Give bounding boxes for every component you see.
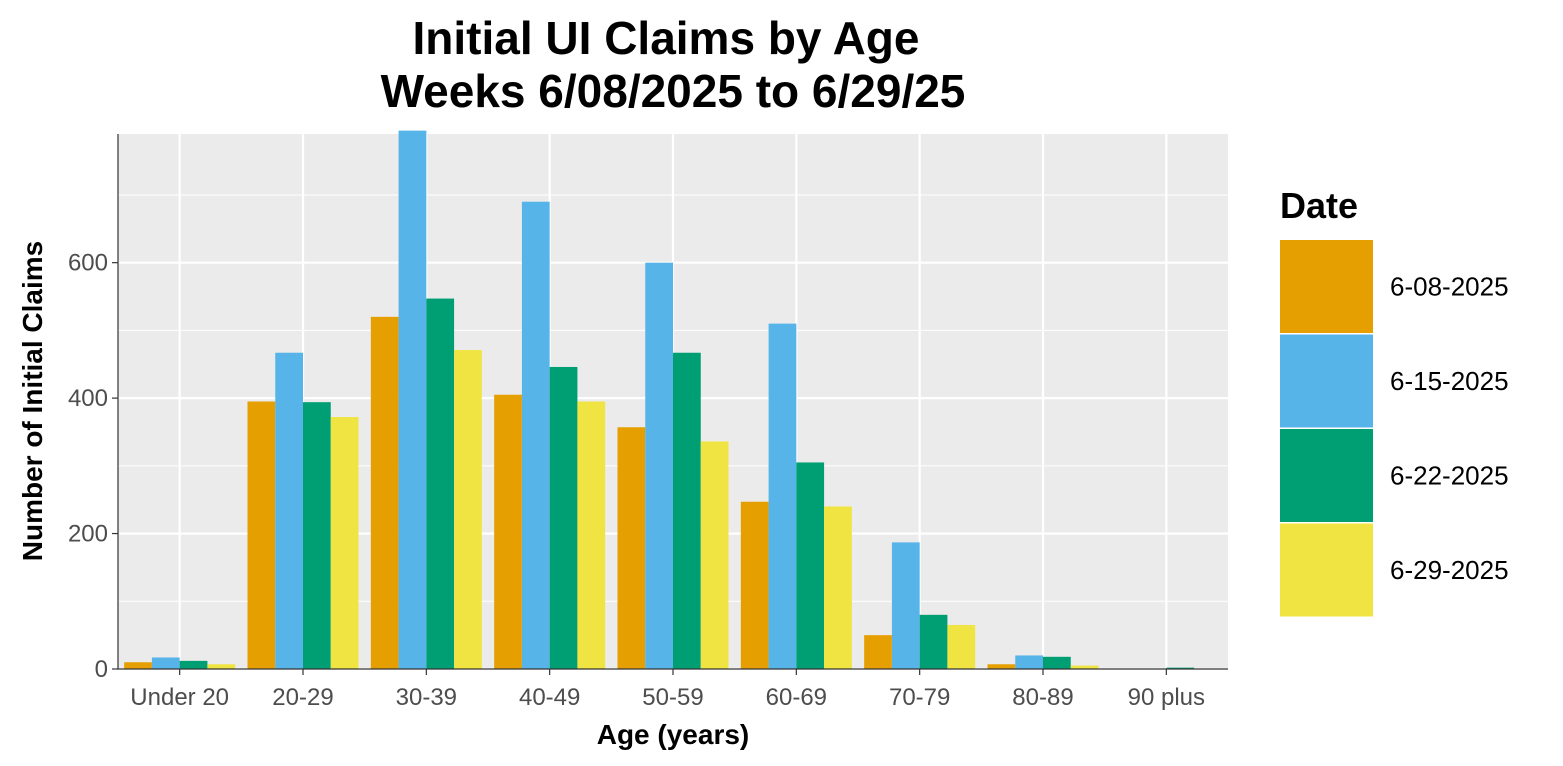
bar xyxy=(1015,655,1043,669)
bar xyxy=(1070,665,1099,669)
bar xyxy=(426,298,455,669)
bar xyxy=(740,501,769,669)
bar xyxy=(549,366,578,669)
legend-label: 6-22-2025 xyxy=(1390,461,1509,491)
bar xyxy=(577,401,606,669)
bar xyxy=(207,664,236,669)
legend-key xyxy=(1280,429,1373,522)
bar xyxy=(673,352,701,669)
x-tick-label: Under 20 xyxy=(130,684,229,711)
x-tick-label: 90 plus xyxy=(1128,684,1205,711)
x-tick-label: 70-79 xyxy=(889,684,950,711)
y-axis-title: Number of Initial Claims xyxy=(17,241,48,562)
y-tick-label: 200 xyxy=(68,521,108,548)
bar xyxy=(768,323,797,669)
bar xyxy=(824,506,852,669)
bar xyxy=(891,542,920,669)
bar xyxy=(151,657,180,669)
legend-key xyxy=(1280,523,1373,617)
x-tick-label: 30-39 xyxy=(396,684,457,711)
x-tick-label: 20-29 xyxy=(272,684,333,711)
y-tick-label: 0 xyxy=(95,656,108,683)
bar xyxy=(370,316,399,669)
legend: Date 6-08-2025 6-15-2025 6-22-2025 6-29-202… xyxy=(1280,185,1509,617)
y-tick-label: 400 xyxy=(68,385,108,412)
x-tick-label: 60-69 xyxy=(766,684,827,711)
legend-key xyxy=(1280,240,1373,333)
chart-title-group: Initial UI Claims by Age Weeks 6/08/2025… xyxy=(381,12,966,117)
bar xyxy=(919,614,948,669)
bar xyxy=(521,201,550,670)
x-tick-label: 40-49 xyxy=(519,684,580,711)
bar xyxy=(987,664,1016,669)
bar xyxy=(330,417,359,669)
bar xyxy=(617,427,646,669)
x-tick-label: 50-59 xyxy=(642,684,703,711)
chart-title: Initial UI Claims by Age xyxy=(413,12,920,64)
legend-title: Date xyxy=(1280,185,1358,226)
bar xyxy=(454,350,482,669)
chart-subtitle: Weeks 6/08/2025 to 6/29/25 xyxy=(381,65,966,117)
bar xyxy=(275,352,303,669)
bar xyxy=(303,402,331,669)
bar xyxy=(796,462,825,669)
bar xyxy=(947,624,976,669)
bar xyxy=(1043,656,1071,669)
x-axis-ticks: Under 20 20-29 30-39 40-49 50-59 60-69 70-79 80… xyxy=(130,669,1205,711)
bar xyxy=(398,130,427,670)
x-axis-title: Age (years) xyxy=(597,719,750,750)
bar xyxy=(247,401,276,669)
x-tick-label: 80-89 xyxy=(1012,684,1073,711)
bar xyxy=(645,262,673,669)
bar xyxy=(494,394,522,669)
legend-label: 6-29-2025 xyxy=(1390,555,1509,585)
bar xyxy=(124,662,152,669)
legend-key xyxy=(1280,334,1373,428)
bar xyxy=(179,660,208,669)
bar xyxy=(1166,667,1195,669)
legend-label: 6-08-2025 xyxy=(1390,272,1509,302)
bar xyxy=(864,635,892,669)
y-axis-ticks: 0 200 400 600 xyxy=(68,250,118,683)
bars xyxy=(124,130,1195,670)
y-tick-label: 600 xyxy=(68,250,108,277)
bar xyxy=(700,441,729,669)
legend-label: 6-15-2025 xyxy=(1390,366,1509,396)
